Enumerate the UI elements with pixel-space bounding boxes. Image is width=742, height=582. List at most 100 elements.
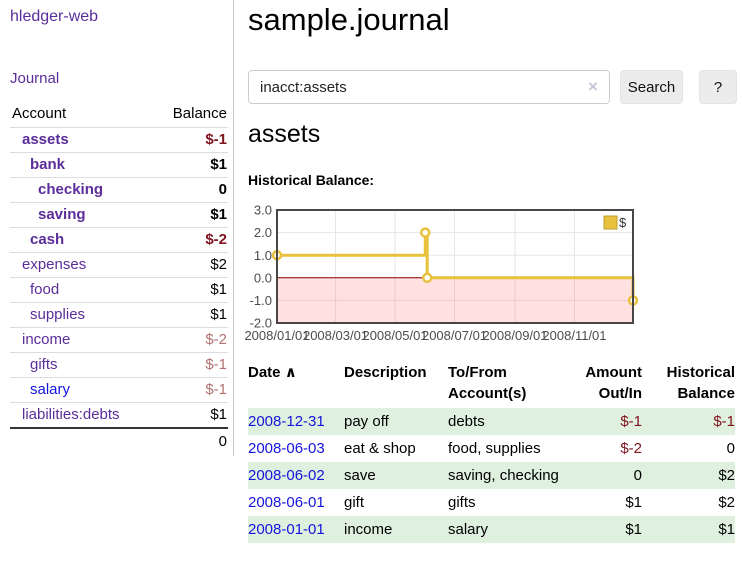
sidebar-account-link-expenses[interactable]: expenses [22,256,87,273]
transaction-accounts: salary [448,516,576,543]
sort-ascending-icon: ∧ [284,364,297,381]
sidebar-account-link-food[interactable]: food [30,281,60,298]
account-balance: $2 [153,252,228,278]
account-balance: $-2 [153,227,228,253]
chart-title: Historical Balance: [248,172,375,188]
transaction-accounts: saving, checking [448,462,576,489]
account-row: expenses $2 [10,252,228,278]
account-row: assets $-1 [10,127,228,153]
legend-label: $ [619,215,627,230]
sidebar-account-link-assets[interactable]: assets [22,131,69,148]
account-row: saving $1 [10,202,228,228]
register-header-description: Description [344,364,427,381]
transaction-date-link[interactable]: 2008-06-02 [248,467,325,484]
accounts-table-header-row: Account Balance [10,101,228,128]
transaction-description: save [344,462,448,489]
y-axis-tick-label: -2.0 [250,316,272,331]
negative-region-shading [278,277,632,323]
sidebar-account-link-liabilities-debts[interactable]: liabilities:debts [22,406,120,423]
x-axis-tick-label: 2008/05/01 [362,328,427,343]
account-row: bank $1 [10,152,228,178]
x-axis-tick-label: 2008/11/01 [542,328,606,343]
transaction-date: 2008-06-01 [248,489,344,516]
clear-search-icon[interactable]: × [588,77,598,96]
transaction-date-link[interactable]: 2008-12-31 [248,413,325,430]
sidebar-account-link-cash[interactable]: cash [30,231,65,248]
transaction-date: 2008-06-02 [248,462,344,489]
search-button[interactable]: Search [620,70,683,104]
transaction-amount: $-2 [620,440,642,457]
transaction-accounts: debts [448,408,576,435]
sidebar-account-link-saving[interactable]: saving [38,206,86,223]
transaction-balance: 0 [726,440,735,457]
register-header-accounts: To/From Account(s) [448,364,527,402]
x-axis-tick-label: 2008/01/01 [244,328,309,343]
transaction-description: pay off [344,408,448,435]
transaction-date-link[interactable]: 2008-06-01 [248,494,325,511]
data-point-marker [420,227,431,238]
help-button[interactable]: ? [699,70,737,104]
historical-balance-chart: $3.0 2.0 1.0 0.0 -1.0 -2.02008/01/012008/03/0… [244,203,639,343]
transaction-description: gift [344,494,365,511]
transaction-description: eat & shop [344,440,416,457]
register-row: 2008-06-03 eat & shop food, supplies $-2 0 [248,435,735,462]
sidebar-account-link-salary[interactable]: salary [30,381,71,398]
search-input[interactable] [248,70,610,104]
register-row: 2008-01-01 income salary $1 $1 [248,516,735,543]
register-row: 2008-12-31 pay off debts $-1 $-1 [248,408,735,435]
transaction-amount: $-1 [576,408,642,435]
transaction-balance: $2 [718,494,735,511]
accounts-table: Account Balance assets $-1 bank $1 checking 0… [10,101,228,454]
chart-border [276,209,634,324]
account-page-title: assets [248,120,321,148]
legend-swatch [603,215,618,230]
accounts-total-row: 0 [10,427,228,454]
sidebar-account-link-checking[interactable]: checking [38,181,104,198]
y-axis-tick-label: -1.0 [250,293,272,308]
account-row: liabilities:debts $1 [10,402,228,429]
y-axis-tick-label: 2.0 [254,225,272,240]
y-axis-tick-label: 1.0 [254,248,272,263]
accounts-total-spacer [10,427,154,454]
transaction-balance: $-1 [642,408,735,435]
accounts-header-account: Account [10,101,154,128]
accounts-total-balance: 0 [153,427,228,454]
account-row: checking 0 [10,177,228,203]
register-header-date[interactable]: Date ∧ [248,360,344,408]
account-row: gifts $-1 [10,352,228,378]
account-balance: 0 [153,177,228,203]
transaction-balance: $2 [642,462,735,489]
register-header-balance: Historical Balance [666,364,735,402]
account-balance: $-1 [153,352,228,378]
account-balance: $1 [153,202,228,228]
transaction-amount: 0 [576,462,642,489]
sidebar-account-link-gifts[interactable]: gifts [30,356,58,373]
sidebar-account-link-supplies[interactable]: supplies [30,306,86,323]
transaction-balance: $1 [642,516,735,543]
transaction-description: income [344,516,448,543]
y-axis-tick-label: 0.0 [254,270,272,285]
account-balance: $1 [153,402,228,429]
x-axis-tick-label: 2008/03/01 [303,328,368,343]
transaction-date: 2008-06-03 [248,435,344,462]
x-axis-tick-label: 2008/09/01 [482,328,547,343]
transaction-date-link[interactable]: 2008-01-01 [248,521,325,538]
transaction-amount: $1 [576,516,642,543]
account-row: cash $-2 [10,227,228,253]
transaction-accounts: food, supplies [448,440,541,457]
page-title: sample.journal [248,2,450,37]
account-balance: $-1 [153,127,228,153]
app-brand-link[interactable]: hledger-web [10,8,99,25]
transaction-date: 2008-12-31 [248,408,344,435]
account-balance: $1 [153,302,228,328]
transaction-date: 2008-01-01 [248,516,344,543]
register-header-amount: Amount Out/In [585,364,642,402]
register-row: 2008-06-01 gift gifts $1 $2 [248,489,735,516]
account-balance: $1 [153,277,228,303]
data-point-marker [421,272,433,284]
sidebar-item-journal[interactable]: Journal [10,70,60,87]
transaction-date-link[interactable]: 2008-06-03 [248,440,325,457]
sidebar-account-link-bank[interactable]: bank [30,156,66,173]
sidebar-account-link-income[interactable]: income [22,331,71,348]
